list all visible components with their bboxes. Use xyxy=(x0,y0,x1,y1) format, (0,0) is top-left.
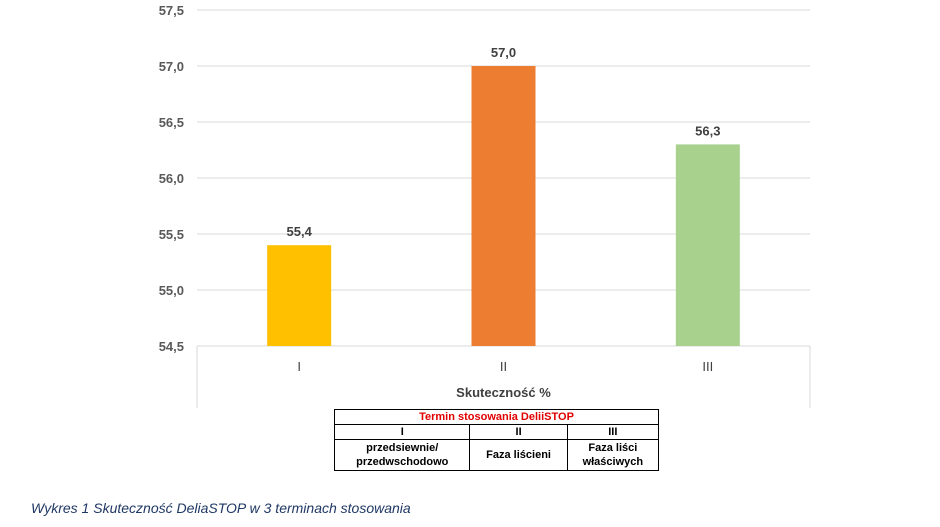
bar-chart: 57,5 57,0 56,5 56,0 55,5 55,0 54,5 55,4 57,0 56,… xyxy=(159,3,811,408)
y-tick-label: 55,5 xyxy=(159,227,184,242)
x-axis-title: Skuteczność % xyxy=(456,385,551,400)
x-axis-labels: I II III xyxy=(297,359,713,374)
legend-desc-2-line-1: Faza liścieni xyxy=(486,449,551,461)
bar-II xyxy=(471,66,536,346)
bar-I xyxy=(267,245,332,346)
data-label-II: 57,0 xyxy=(491,45,516,60)
y-tick-label: 57,5 xyxy=(159,3,184,18)
bar-III xyxy=(675,144,740,346)
x-tick-label-II: II xyxy=(500,359,507,374)
y-tick-label: 56,0 xyxy=(159,171,184,186)
bars xyxy=(267,66,740,346)
legend-numeral-1: I xyxy=(333,424,471,440)
legend-desc-2: Faza liścieni xyxy=(469,439,568,471)
legend-numeral-3: III xyxy=(566,424,660,440)
legend-numeral-2: II xyxy=(469,424,568,440)
data-label-III: 56,3 xyxy=(695,123,720,138)
y-tick-label: 57,0 xyxy=(159,59,184,74)
legend-desc-1: przedsiewnie/ przedwschodowo xyxy=(333,439,471,471)
legend-desc-3-line-2: właściwych xyxy=(582,456,644,468)
y-tick-label: 54,5 xyxy=(159,339,184,354)
x-tick-label-III: III xyxy=(702,359,713,374)
legend-table: Termin stosowania DeliiSTOP I II III prz… xyxy=(333,409,660,471)
data-label-I: 55,4 xyxy=(287,224,313,239)
legend-table-header: Termin stosowania DeliiSTOP xyxy=(334,409,659,425)
x-tick-label-I: I xyxy=(297,359,301,374)
legend-desc-1-line-1: przedsiewnie/ xyxy=(366,442,439,454)
y-axis-ticks: 57,5 57,0 56,5 56,0 55,5 55,0 54,5 xyxy=(159,3,184,354)
figure-caption: Wykres 1 Skuteczność DeliaSTOP w 3 termi… xyxy=(31,500,411,516)
y-tick-label: 56,5 xyxy=(159,115,184,130)
y-tick-label: 55,0 xyxy=(159,283,184,298)
legend-desc-1-line-2: przedwschodowo xyxy=(356,456,449,468)
data-labels: 55,4 57,0 56,3 xyxy=(287,45,721,239)
legend-desc-3: Faza liści właściwych xyxy=(566,439,660,471)
legend-desc-3-line-1: Faza liści xyxy=(588,442,638,454)
